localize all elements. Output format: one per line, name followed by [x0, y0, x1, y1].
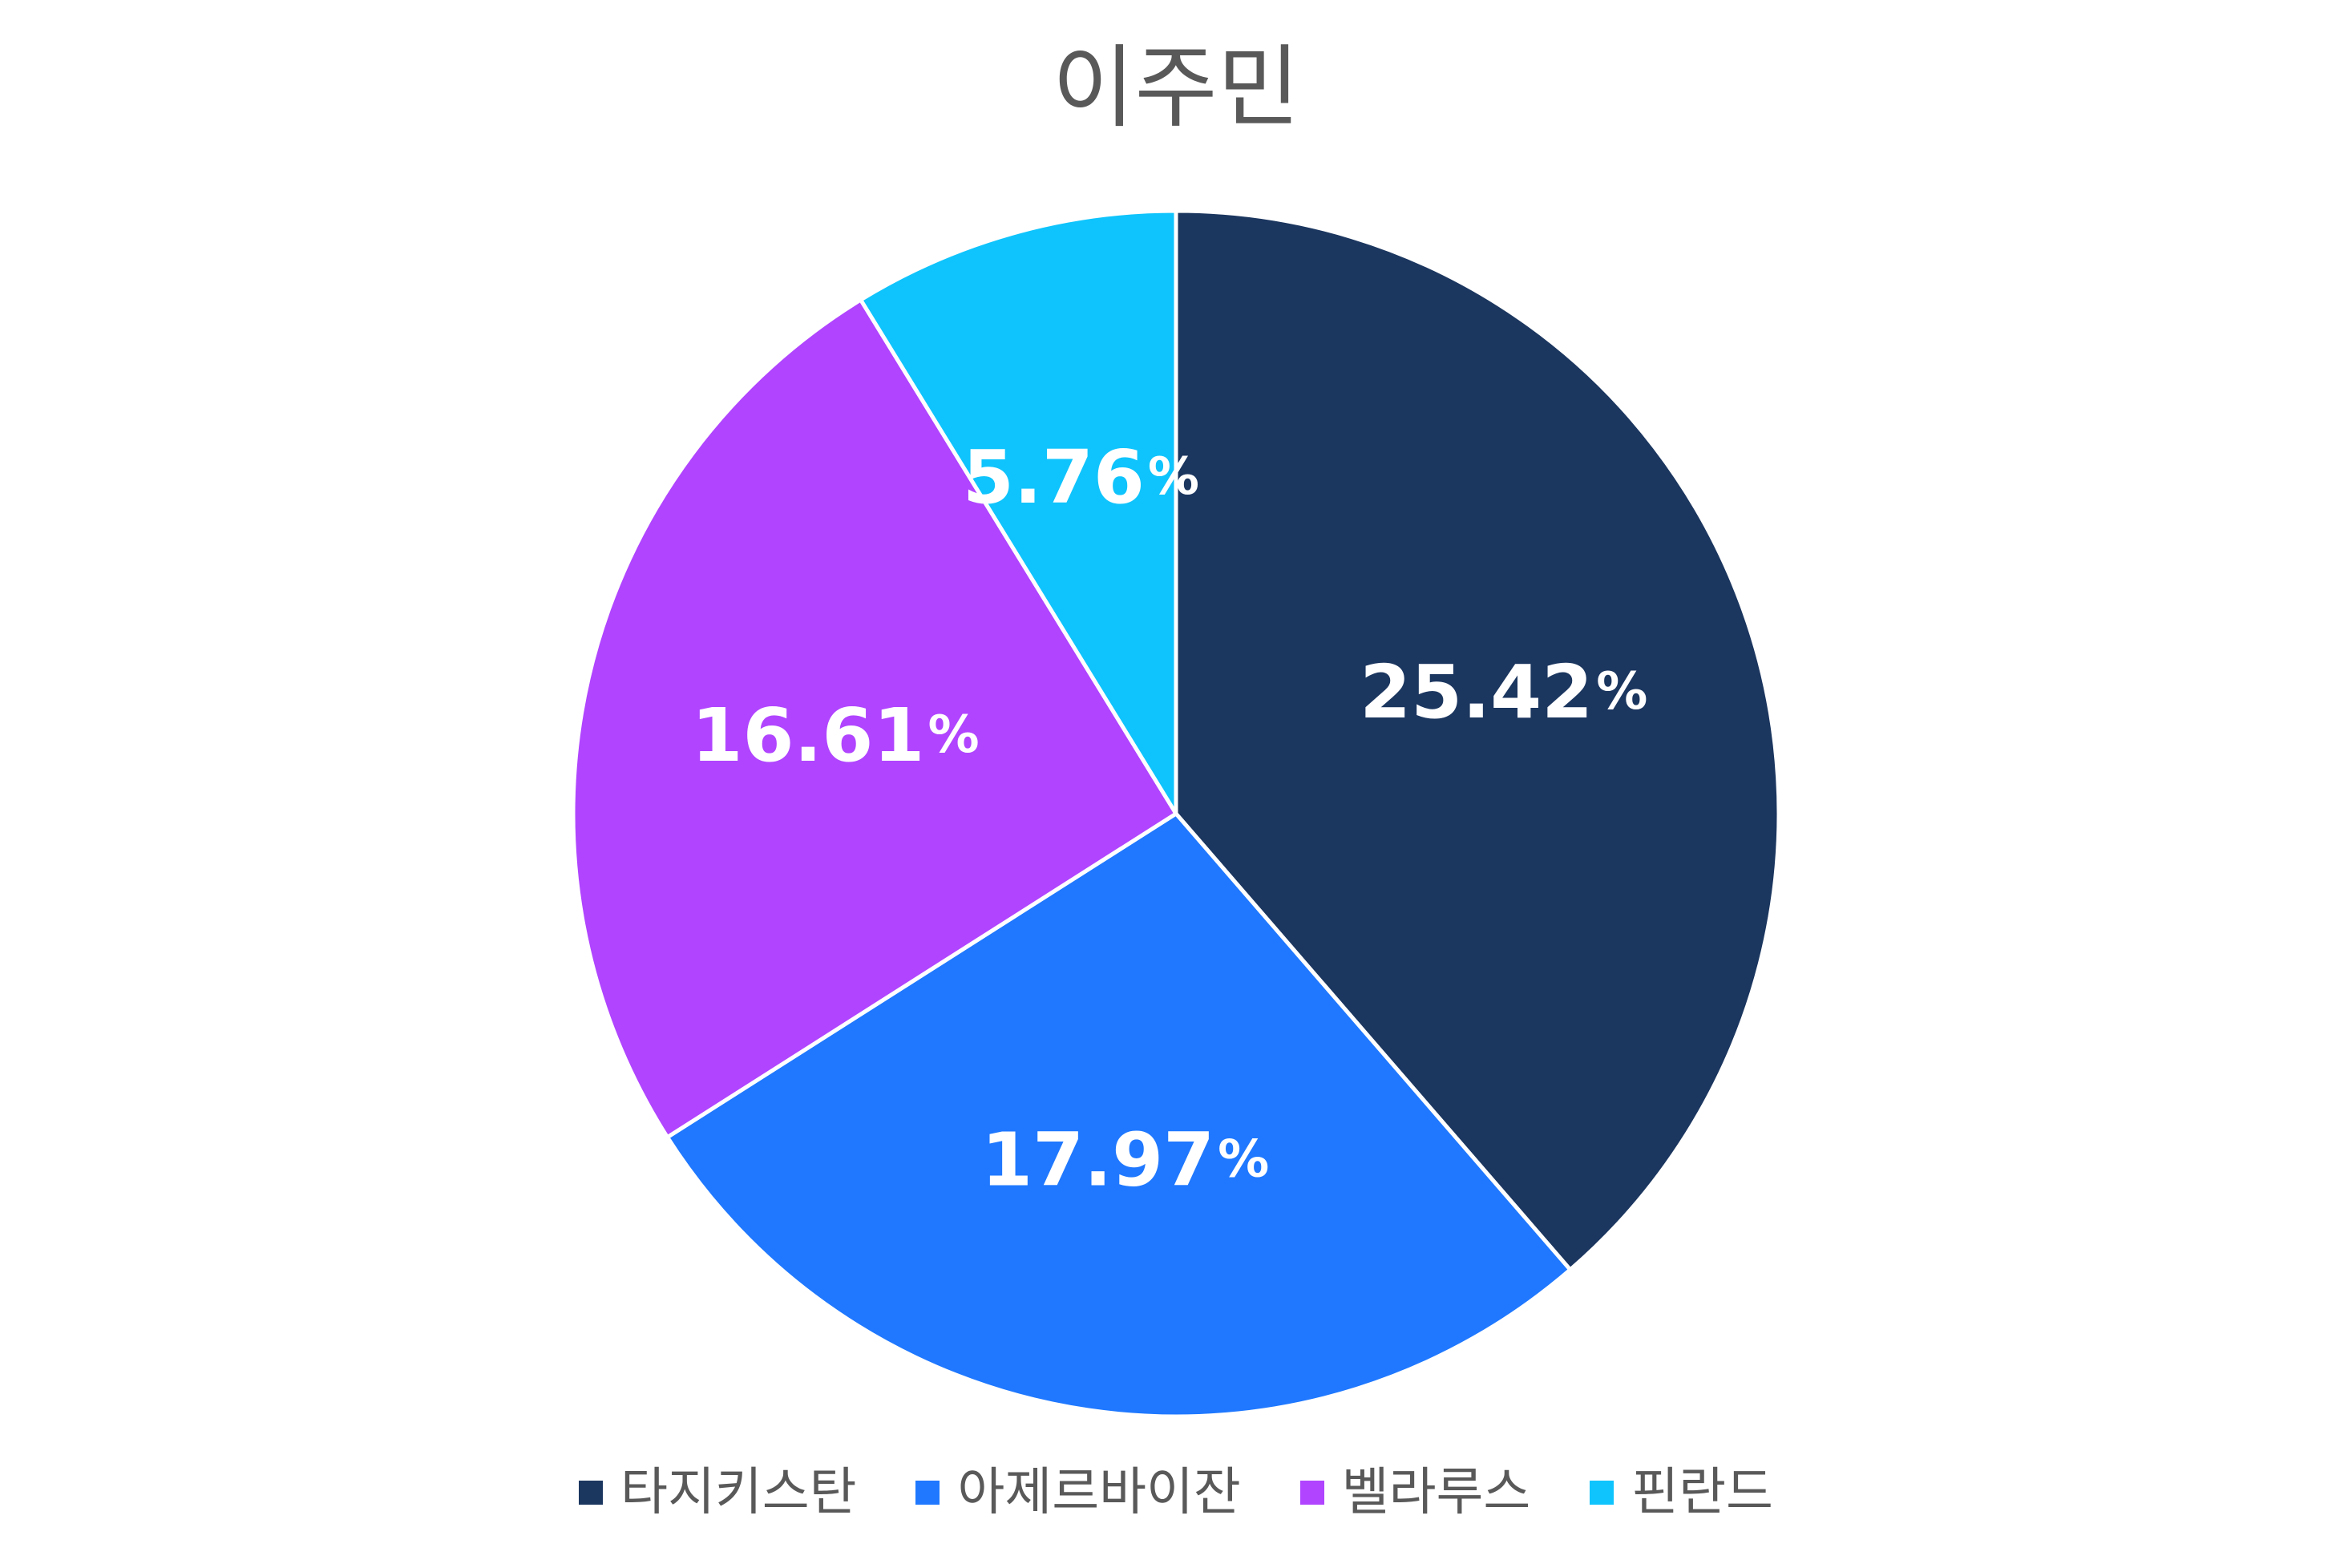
- chart-title: 이주민: [1052, 36, 1300, 140]
- legend-item-4: 핀란드: [1590, 1461, 1773, 1525]
- slice-value-label-4: 5.76%: [963, 434, 1199, 520]
- pie-slice-2: [665, 811, 1573, 1419]
- slice-value-label-1: 25.42%: [1360, 649, 1647, 734]
- slice-value-label-2: 17.97%: [981, 1117, 1269, 1202]
- legend-label: 타지키스탄: [620, 1463, 857, 1522]
- legend-item-2: 아제르바이잔: [915, 1461, 1241, 1525]
- legend-swatch: [1590, 1481, 1614, 1505]
- pie-slices: [571, 208, 1781, 1419]
- legend-label: 아제르바이잔: [957, 1463, 1241, 1522]
- legend-swatch: [579, 1481, 604, 1505]
- legend-item-1: 타지키스탄: [579, 1461, 856, 1525]
- legend-label: 핀란드: [1631, 1463, 1773, 1522]
- legend-label: 벨라루스: [1341, 1463, 1531, 1522]
- pie-slice-1: [1174, 208, 1781, 1272]
- slice-value-label-3: 16.61%: [691, 692, 979, 778]
- legend-item-3: 벨라루스: [1299, 1461, 1531, 1525]
- legend-swatch: [915, 1481, 940, 1505]
- pie-slice-3: [571, 297, 1178, 1140]
- pie-slice-4: [859, 208, 1178, 816]
- pie-labels: 25.42% 17.97% 16.61% 5.76%: [691, 434, 1647, 1202]
- legend-swatch: [1299, 1481, 1324, 1505]
- legend: 타지키스탄 아제르바이잔 벨라루스 핀란드: [0, 1453, 2352, 1533]
